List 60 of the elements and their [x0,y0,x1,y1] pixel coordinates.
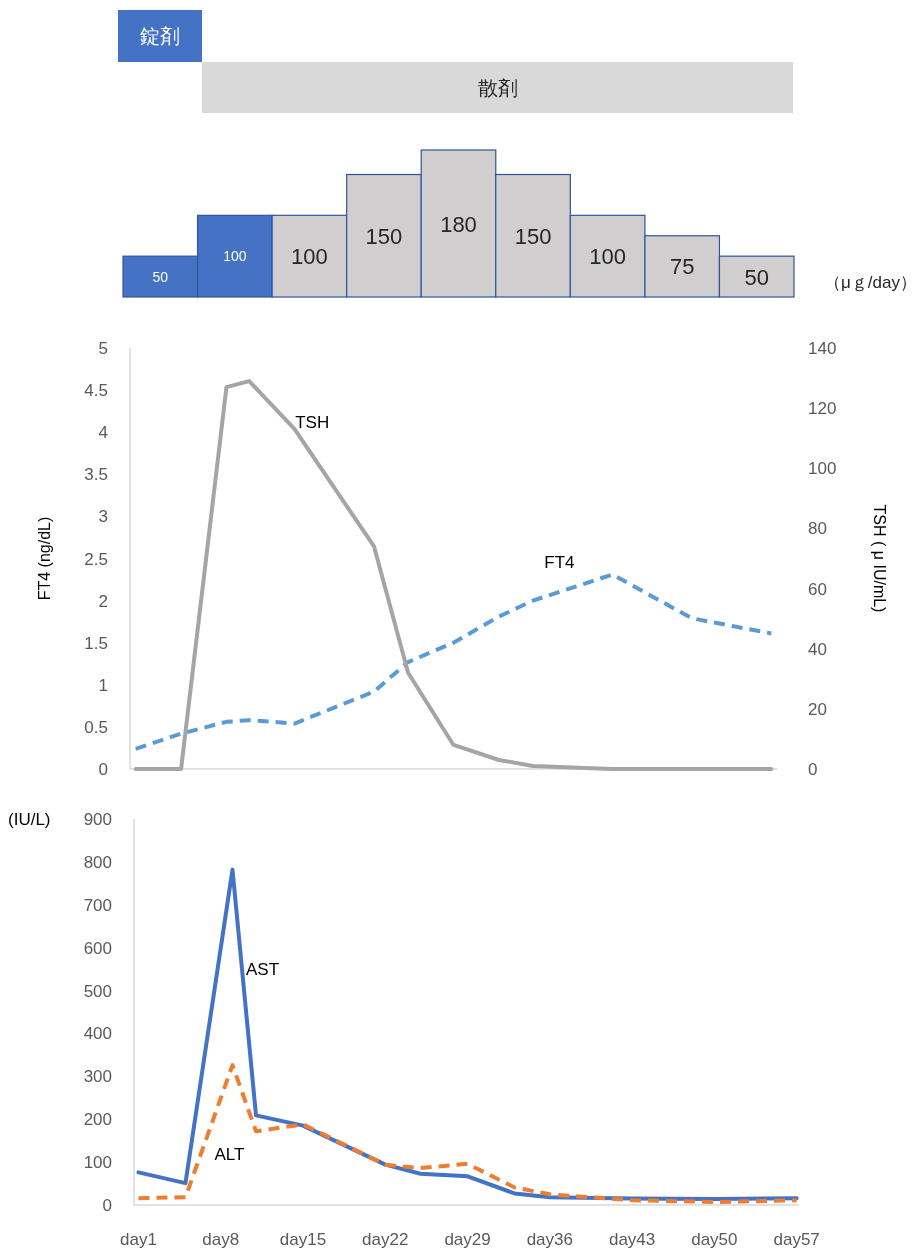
y-tick-label: 5 [98,339,108,358]
line-series [133,572,774,751]
x-tick-label: day8 [202,1230,240,1248]
y-tick-label: 500 [83,981,112,1001]
data-label: 100 [291,244,328,270]
line-series [133,379,774,771]
y-tick-label: 700 [83,895,112,915]
x-tick-label: day22 [362,1230,409,1248]
x-tick-label: day50 [691,1230,738,1248]
y-tick-label: 2 [98,591,108,611]
y-axis-title: （μｇ/day） [824,273,917,292]
y-tick-label: 600 [83,938,112,958]
x-tick-label: day57 [773,1230,820,1248]
y2-tick-label: 80 [808,519,827,539]
series-label: TSH [295,413,330,433]
y2-axis-title: TSH ( μ IU/mL) [871,504,888,613]
data-label: 150 [365,223,403,249]
y2-tick-label: 140 [808,339,837,358]
data-label: 150 [514,223,552,249]
series-label: ALT [214,1145,245,1165]
y-tick-label: 3.5 [84,465,108,485]
x-tick-label: day29 [444,1230,491,1248]
data-label: 180 [440,211,477,237]
y-tick-label: 4.5 [84,381,108,401]
text: 散剤 [477,76,518,99]
y-tick-label: 1 [98,675,108,695]
y-tick-label: 300 [83,1067,112,1087]
y-tick-label: 900 [83,810,112,829]
line-series [136,867,799,1201]
x-tick-label: day36 [526,1230,573,1248]
y2-tick-label: 120 [808,399,837,419]
x-tick-label: day1 [120,1230,157,1248]
data-label: 50 [152,268,169,285]
series-label: AST [245,959,280,979]
y2-tick-label: 0 [808,760,818,779]
data-label: 50 [744,264,769,290]
y-tick-label: 3 [98,507,108,527]
x-tick-label: day15 [279,1230,327,1248]
y2-tick-label: 40 [808,639,827,659]
series-label: FT4 [544,553,575,573]
y-tick-label: 2.5 [84,549,108,569]
data-label: 100 [223,248,247,265]
y-tick-label: 100 [83,1153,112,1173]
y-axis-title: (IU/L) [8,810,51,829]
text: 錠剤 [140,25,180,47]
data-label: 75 [669,254,695,280]
y2-tick-label: 100 [808,459,837,479]
y-tick-label: 400 [83,1024,112,1044]
y-tick-label: 0 [102,1196,112,1215]
y-axis-title: FT4 (ng/dL) [36,516,53,601]
y-tick-label: 200 [83,1110,112,1130]
data-label: 100 [589,244,626,270]
y-tick-label: 4 [98,423,108,443]
x-tick-label: day43 [608,1230,656,1248]
y-tick-label: 0.5 [84,717,108,737]
y-tick-label: 0 [98,760,108,779]
y2-tick-label: 60 [808,579,827,599]
y-tick-label: 800 [83,852,112,872]
y2-tick-label: 20 [808,699,827,719]
y-tick-label: 1.5 [84,633,108,653]
